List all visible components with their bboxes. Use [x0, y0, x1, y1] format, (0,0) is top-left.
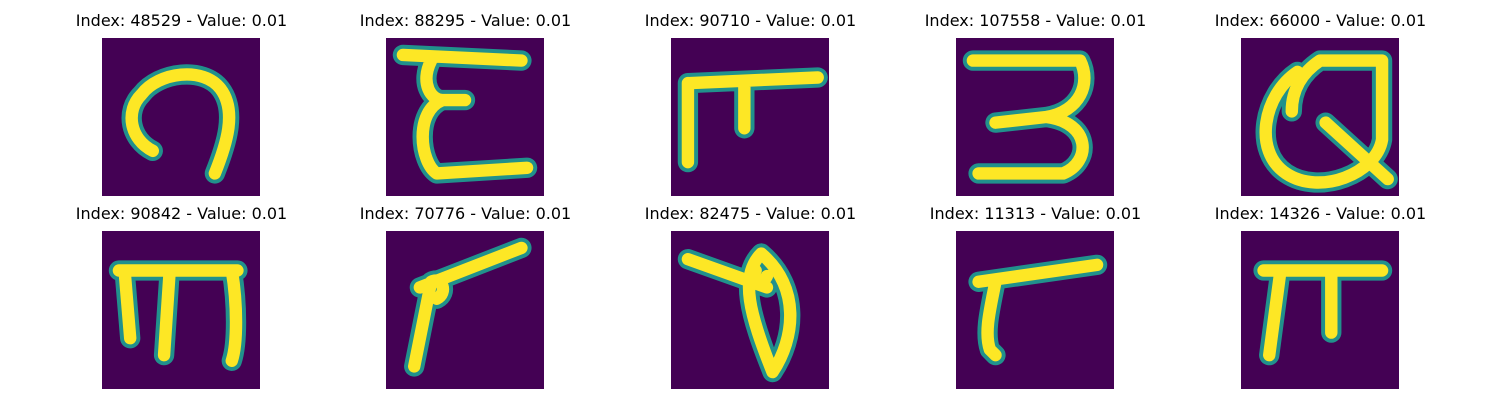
- digit-image: [671, 38, 829, 196]
- digit-image: [1241, 38, 1399, 196]
- image-panel: Index: 107558 - Value: 0.01: [893, 10, 1178, 196]
- panel-title: Index: 88295 - Value: 0.01: [359, 11, 572, 30]
- image-panel: Index: 14326 - Value: 0.01: [1178, 203, 1463, 389]
- panel-title: Index: 107558 - Value: 0.01: [924, 11, 1147, 30]
- angled-stroke-glyph: [404, 237, 532, 377]
- panel-title: Index: 90710 - Value: 0.01: [644, 11, 857, 30]
- image-panel: Index: 88295 - Value: 0.01: [323, 10, 608, 196]
- theta-glyph: [677, 243, 801, 383]
- digit-image: [671, 231, 829, 389]
- digit-image: [1241, 231, 1399, 389]
- hook-glyph: [968, 254, 1108, 366]
- panel-title: Index: 66000 - Value: 0.01: [1214, 11, 1427, 30]
- pi-glyph: [1253, 260, 1393, 366]
- image-panel: Index: 90710 - Value: 0.01: [608, 10, 893, 196]
- digit-image: [386, 231, 544, 389]
- digit-image: [102, 231, 260, 389]
- image-panel: Index: 66000 - Value: 0.01: [1178, 10, 1463, 196]
- digit-image: [956, 231, 1114, 389]
- epsilon-glyph: [392, 44, 538, 184]
- panel-title: Index: 48529 - Value: 0.01: [75, 11, 288, 30]
- digit-image: [102, 38, 260, 196]
- digit-image: [956, 38, 1114, 196]
- image-panel: Index: 70776 - Value: 0.01: [323, 203, 608, 389]
- m-shape-glyph: [108, 260, 248, 371]
- panel-title: Index: 70776 - Value: 0.01: [359, 204, 572, 223]
- panel-title: Index: 90842 - Value: 0.01: [75, 204, 288, 223]
- digit-image: [386, 38, 544, 196]
- panel-title: Index: 11313 - Value: 0.01: [929, 204, 1142, 223]
- image-panel: Index: 48529 - Value: 0.01: [39, 10, 324, 196]
- image-panel: Index: 90842 - Value: 0.01: [39, 203, 324, 389]
- panel-title: Index: 14326 - Value: 0.01: [1214, 204, 1427, 223]
- curl-glyph: [121, 64, 240, 184]
- panel-title: Index: 82475 - Value: 0.01: [644, 204, 857, 223]
- image-panel: Index: 11313 - Value: 0.01: [893, 203, 1178, 389]
- tee-glyph: [677, 67, 828, 173]
- three-glyph: [962, 50, 1095, 184]
- image-panel: Index: 82475 - Value: 0.01: [608, 203, 893, 389]
- loop-q-glyph: [1255, 50, 1398, 193]
